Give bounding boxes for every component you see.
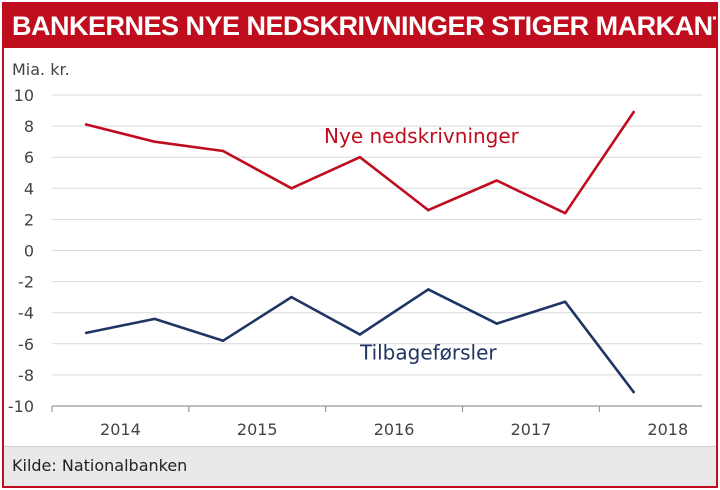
data-point: [358, 333, 362, 336]
y-tick-label: 6: [24, 148, 34, 167]
series-label-1: Tilbageførsler: [359, 340, 497, 364]
source-note: Kilde: Nationalbanken: [4, 446, 716, 486]
x-tick-label: 2018: [647, 420, 688, 439]
data-point: [290, 187, 293, 190]
y-tick-label: 2: [24, 210, 34, 229]
x-tick-label: 2014: [100, 420, 141, 439]
y-tick-label: -8: [18, 366, 34, 385]
gridlines: [52, 94, 702, 376]
data-point: [221, 339, 225, 342]
data-point: [84, 123, 88, 126]
data-point: [563, 300, 567, 304]
data-point: [153, 317, 156, 321]
data-point: [495, 179, 499, 182]
y-tick-label: 8: [24, 117, 34, 136]
data-point: [221, 149, 225, 153]
data-point: [632, 390, 635, 394]
data-point: [358, 155, 362, 159]
y-axis-unit-label: Mia. kr.: [12, 60, 70, 79]
y-tick-label: 10: [14, 86, 34, 105]
series-label-0: Nye nedskrivninger: [324, 124, 520, 148]
series-lines: [84, 110, 635, 394]
data-point: [290, 295, 293, 299]
y-tick-labels: 10 8 6 4 2 0 -2 -4 -6 -8 -10: [8, 86, 34, 416]
data-point: [84, 331, 88, 335]
axes: [51, 405, 702, 412]
data-point: [632, 110, 635, 114]
x-tick-label: 2016: [374, 420, 415, 439]
series-labels: Nye nedskrivninger Tilbageførsler: [324, 124, 520, 364]
chart-title: BANKERNES NYE NEDSKRIVNINGER STIGER MARK…: [4, 4, 716, 48]
y-tick-label: -4: [18, 304, 34, 323]
y-tick-label: -2: [18, 273, 34, 292]
y-tick-label: -10: [8, 397, 34, 416]
data-point: [563, 211, 567, 215]
x-tick-labels: 2014 2015 2016 2017 2018: [100, 420, 688, 439]
x-tick-label: 2015: [237, 420, 278, 439]
y-tick-label: 4: [24, 179, 34, 198]
x-tick-label: 2017: [511, 420, 552, 439]
y-tick-label: 0: [24, 242, 34, 261]
y-tick-label: -6: [18, 335, 34, 354]
data-point: [495, 322, 499, 325]
data-point: [427, 288, 430, 291]
data-point: [153, 140, 156, 143]
data-point: [427, 208, 430, 212]
